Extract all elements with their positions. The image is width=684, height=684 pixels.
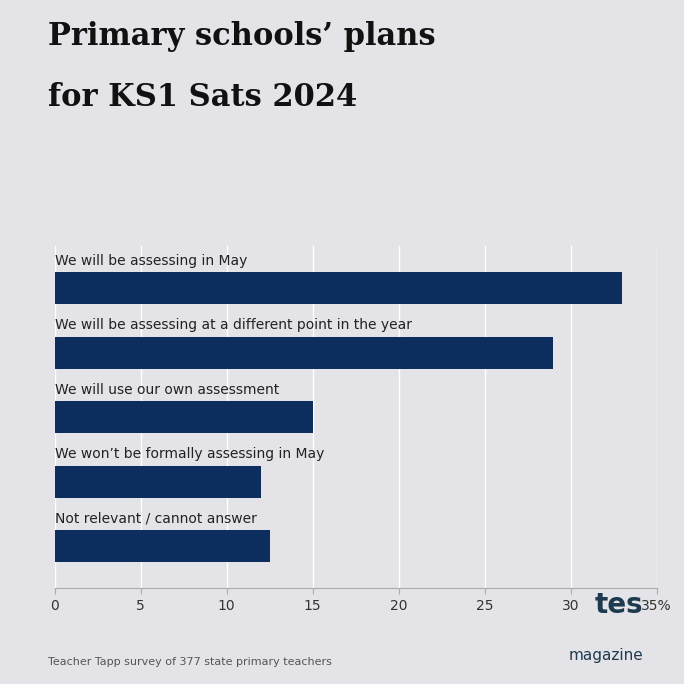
- Text: Not relevant / cannot answer: Not relevant / cannot answer: [55, 512, 256, 525]
- Text: magazine: magazine: [568, 648, 643, 663]
- Text: for KS1 Sats 2024: for KS1 Sats 2024: [48, 82, 357, 113]
- Bar: [55, 337, 553, 369]
- Bar: [55, 530, 269, 562]
- Bar: [55, 272, 622, 304]
- Text: Teacher Tapp survey of 377 state primary teachers: Teacher Tapp survey of 377 state primary…: [48, 657, 332, 667]
- Bar: [55, 401, 313, 434]
- Text: Primary schools’ plans: Primary schools’ plans: [48, 21, 436, 51]
- Text: We will be assessing at a different point in the year: We will be assessing at a different poin…: [55, 318, 412, 332]
- Text: tes: tes: [594, 591, 643, 619]
- Bar: [55, 466, 261, 498]
- Text: We won’t be formally assessing in May: We won’t be formally assessing in May: [55, 447, 324, 461]
- Text: We will use our own assessment: We will use our own assessment: [55, 382, 279, 397]
- Text: We will be assessing in May: We will be assessing in May: [55, 254, 247, 267]
